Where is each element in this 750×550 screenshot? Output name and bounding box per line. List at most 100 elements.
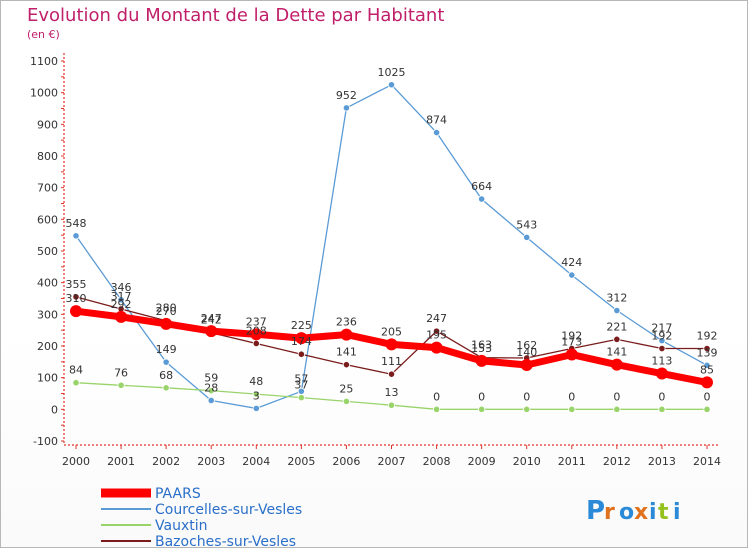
data-point (430, 341, 443, 354)
logo-letter: i (673, 500, 681, 525)
data-label: 874 (426, 114, 447, 127)
x-tick-label: 2011 (558, 455, 586, 468)
legend-label-paars: PAARS (155, 486, 201, 502)
y-tick-label: 700 (37, 182, 58, 195)
x-tick-label: 2014 (693, 455, 721, 468)
data-point (252, 404, 260, 412)
x-tick-label: 2002 (152, 455, 180, 468)
series-vauxtin (72, 379, 711, 413)
data-label: 270 (156, 305, 177, 318)
data-label: 162 (516, 339, 537, 352)
logo-letter: i (649, 500, 657, 525)
chart-title: Evolution du Montant de la Dette par Hab… (27, 5, 445, 26)
data-label: 3 (253, 389, 260, 402)
data-point (340, 328, 353, 341)
y-tick-label: 0 (51, 403, 58, 416)
data-point (432, 405, 441, 413)
data-label: 310 (66, 292, 87, 305)
data-point (432, 128, 441, 137)
data-labels: 5483461492835795210258746645434243122171… (66, 66, 718, 404)
series-courcelles-sur-vesles (72, 81, 711, 412)
data-point (568, 271, 576, 279)
data-point (523, 233, 531, 241)
x-tick-label: 2001 (107, 455, 135, 468)
data-label: 25 (339, 382, 353, 395)
data-label: 192 (697, 330, 718, 343)
data-label: 37 (294, 379, 308, 392)
data-point (610, 358, 623, 371)
logo-letter: x (634, 500, 648, 525)
x-tick-label: 2008 (423, 455, 451, 468)
x-tick-label: 2012 (603, 455, 631, 468)
y-tick-label: 900 (37, 118, 58, 131)
x-tick-label: 2005 (287, 455, 315, 468)
data-label: 59 (204, 372, 218, 385)
data-point (475, 354, 488, 367)
data-label: 205 (381, 325, 402, 338)
y-tick-label: 500 (37, 245, 58, 258)
logo-letter: r (604, 500, 615, 525)
x-tick-label: 2009 (468, 455, 496, 468)
data-label: 208 (246, 324, 267, 337)
axes: -100010020030040050060070080090010001100… (30, 53, 721, 468)
data-label: 217 (651, 322, 672, 335)
data-label: 68 (159, 369, 173, 382)
data-label: 543 (516, 218, 537, 231)
data-point (342, 104, 351, 112)
data-label: 141 (606, 346, 627, 359)
proxiti-logo-mark: Pr o x i t i (586, 496, 681, 526)
legend-label-courcelles-sur-vesles: Courcelles-sur-Vesles (155, 502, 302, 518)
data-point (72, 232, 80, 240)
data-point (613, 405, 621, 413)
logo-letter: P (586, 496, 605, 526)
data-point (295, 332, 308, 345)
data-point (703, 361, 711, 369)
data-label: 84 (69, 364, 83, 377)
data-label: 317 (111, 290, 132, 303)
data-point (297, 394, 305, 402)
y-tick-label: 400 (37, 277, 58, 290)
data-point (613, 306, 621, 315)
data-label: 0 (523, 390, 530, 403)
data-label: 952 (336, 89, 357, 102)
data-label: 292 (111, 298, 132, 311)
data-point (297, 350, 305, 358)
y-tick-label: -100 (33, 435, 58, 448)
data-label: 13 (385, 386, 399, 399)
data-point (252, 390, 260, 398)
series-paars (70, 305, 713, 389)
data-point (70, 305, 82, 318)
data-point (162, 358, 170, 366)
data-label: 237 (246, 315, 267, 328)
data-label: 141 (336, 346, 357, 359)
data-label: 111 (381, 355, 402, 368)
data-point (250, 328, 263, 341)
data-point (385, 338, 398, 351)
data-label: 0 (433, 390, 440, 403)
data-label: 28 (204, 381, 218, 394)
data-point (117, 381, 125, 389)
data-label: 236 (336, 316, 357, 329)
x-tick-label: 2006 (332, 455, 360, 468)
data-label: 346 (111, 281, 132, 294)
data-label: 1025 (378, 66, 406, 79)
data-label: 280 (156, 302, 177, 315)
data-label: 225 (291, 319, 312, 332)
data-label: 76 (114, 366, 128, 379)
data-label: 0 (478, 390, 485, 403)
x-tick-label: 2003 (197, 455, 225, 468)
y-tick-label: 800 (37, 150, 58, 163)
data-label: 192 (561, 330, 582, 343)
data-point (160, 317, 173, 330)
data-label: 247 (201, 312, 222, 325)
data-point (655, 367, 668, 380)
data-point (342, 397, 351, 406)
data-label: 0 (704, 390, 711, 403)
data-label: 355 (66, 278, 87, 291)
data-label: 85 (700, 363, 714, 376)
data-point (387, 401, 396, 409)
data-label: 153 (471, 342, 492, 355)
data-label: 48 (249, 375, 263, 388)
